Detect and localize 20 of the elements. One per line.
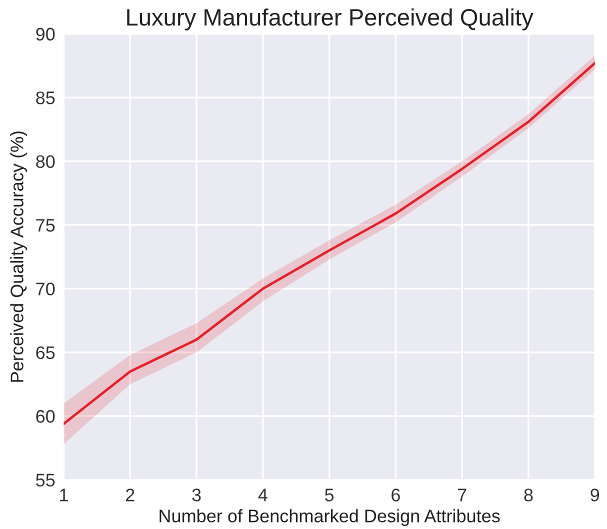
x-tick-label: 7 xyxy=(458,488,466,502)
y-tick-label: 60 xyxy=(36,410,55,423)
x-tick-label: 5 xyxy=(325,488,334,502)
x-tick-label: 8 xyxy=(524,488,533,502)
x-tick-label: 1 xyxy=(60,488,68,502)
y-tick-label: 85 xyxy=(36,91,55,104)
y-tick-label: 55 xyxy=(36,474,55,487)
x-tick-label: 6 xyxy=(392,488,400,502)
y-tick-label: 80 xyxy=(36,155,55,168)
x-axis-title: Number of Benchmarked Design Attributes xyxy=(160,509,500,526)
y-tick-label: 90 xyxy=(36,28,55,41)
y-tick-label: 75 xyxy=(36,219,55,232)
x-tick-label: 2 xyxy=(126,488,134,502)
y-tick-label: 65 xyxy=(36,346,55,360)
chart-title: Luxury Manufacturer Perceived Quality xyxy=(127,8,534,30)
y-tick-label: 70 xyxy=(36,282,55,296)
y-axis-title: Perceived Quality Accuracy (%) xyxy=(10,132,27,382)
x-tick-label: 9 xyxy=(590,488,600,502)
x-tick-label: 4 xyxy=(258,488,268,502)
x-tick-label: 3 xyxy=(192,488,201,502)
